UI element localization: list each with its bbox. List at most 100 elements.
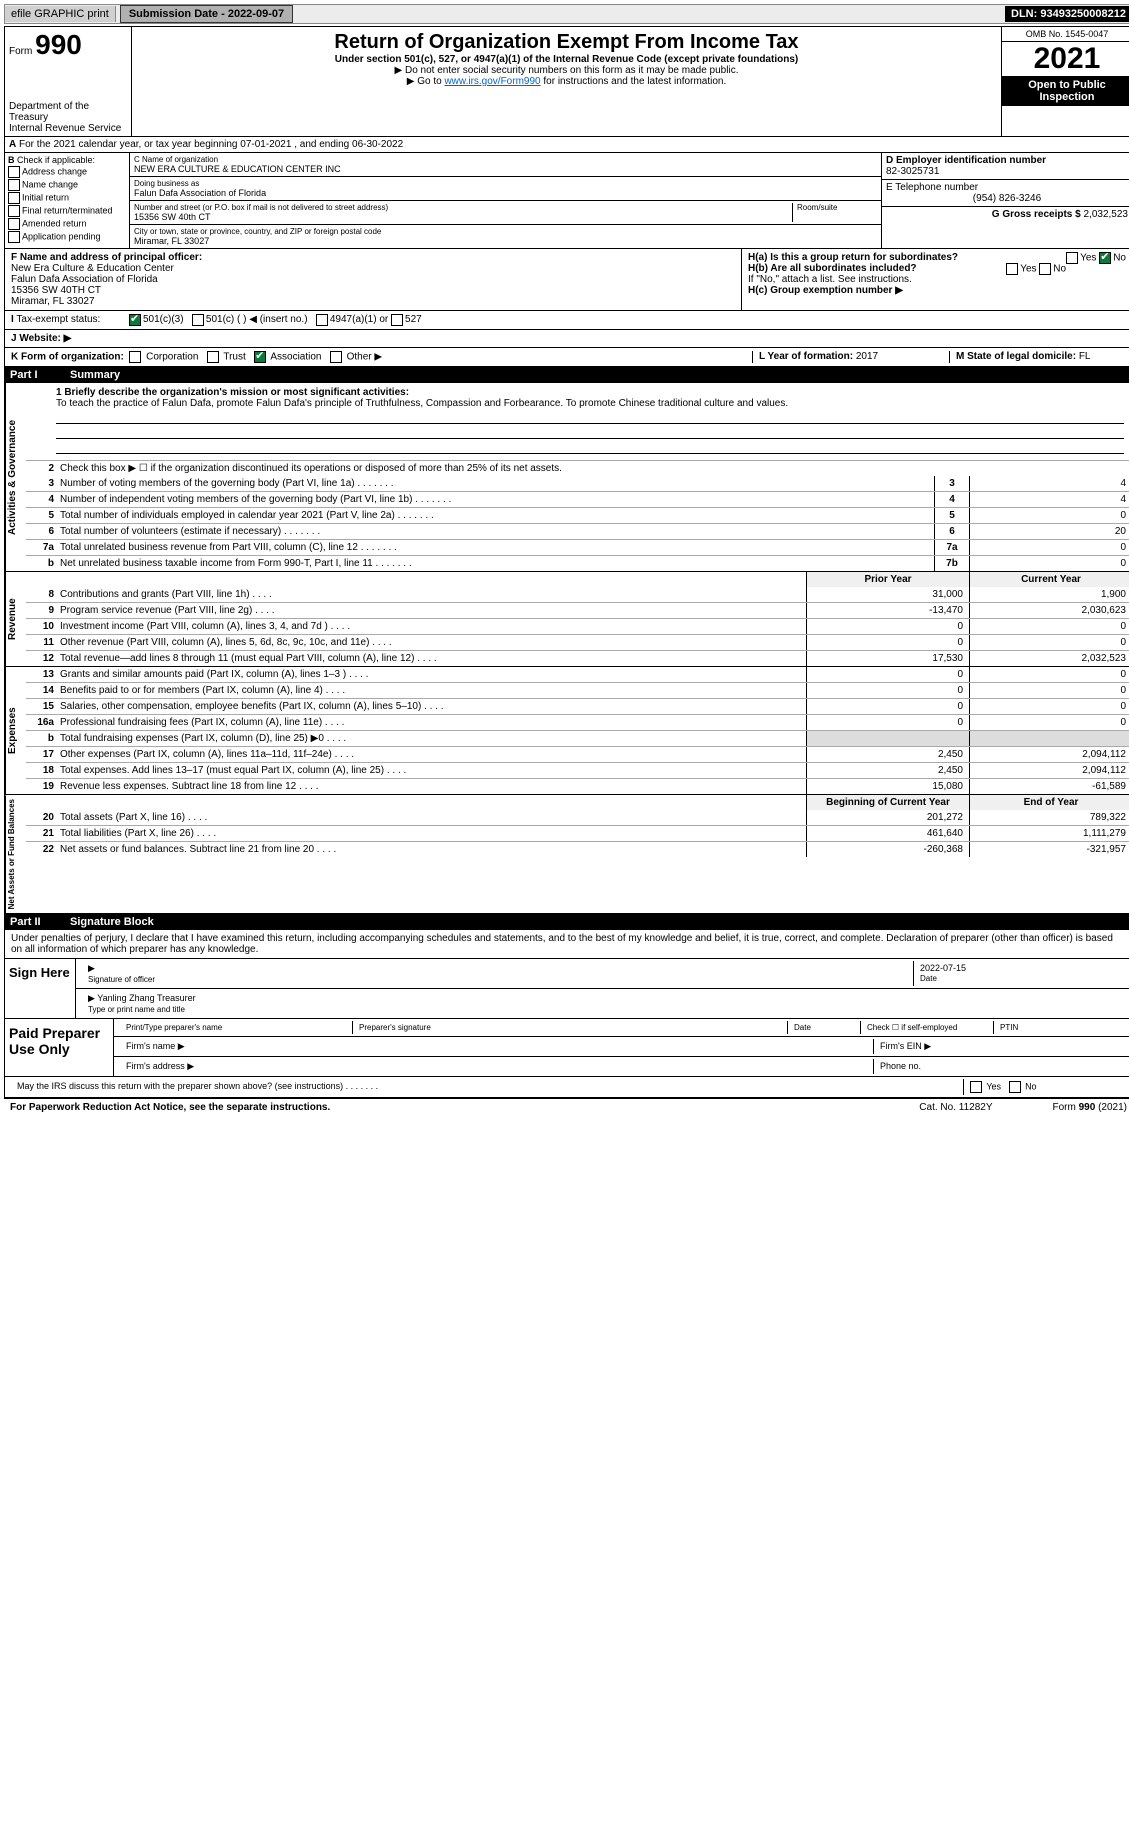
- j-row: J Website: ▶: [4, 330, 1129, 348]
- city-label: City or town, state or province, country…: [134, 227, 877, 236]
- b-check-column: B Check if applicable: Address change Na…: [5, 153, 130, 248]
- b-item-2: Initial return: [22, 192, 69, 202]
- ha-no-checkbox[interactable]: [1099, 252, 1111, 264]
- gross-receipts: 2,032,523: [1084, 209, 1129, 220]
- net-vlabel: Net Assets or Fund Balances: [5, 795, 26, 913]
- part2-title: Signature Block: [70, 916, 154, 928]
- f-line3: 15356 SW 40TH CT: [11, 285, 101, 296]
- k-o1: Corporation: [146, 352, 198, 363]
- form-header: Form 990 Department of the Treasury Inte…: [4, 26, 1129, 137]
- sig-date: 2022-07-15: [920, 963, 966, 973]
- table-row: bTotal fundraising expenses (Part IX, co…: [26, 730, 1129, 746]
- l-val: 2017: [856, 351, 878, 362]
- checkbox-initial-return[interactable]: [8, 192, 20, 204]
- current-year-header: Current Year: [969, 572, 1129, 587]
- irs-link[interactable]: www.irs.gov/Form990: [444, 76, 540, 87]
- part1-label: Part I: [10, 369, 70, 381]
- table-row: 7aTotal unrelated business revenue from …: [26, 539, 1129, 555]
- f-line2: Falun Dafa Association of Florida: [11, 274, 158, 285]
- table-row: 14Benefits paid to or for members (Part …: [26, 682, 1129, 698]
- hb-yes-checkbox[interactable]: [1006, 263, 1018, 275]
- officer-label: Type or print name and title: [88, 1005, 185, 1014]
- table-row: 19Revenue less expenses. Subtract line 1…: [26, 778, 1129, 794]
- revenue-section: Revenue Prior Year Current Year 8Contrib…: [4, 572, 1129, 667]
- checkbox-name-change[interactable]: [8, 179, 20, 191]
- i-o3: 4947(a)(1) or: [330, 314, 388, 326]
- note2-post: for instructions and the latest informat…: [543, 76, 726, 87]
- trust-checkbox[interactable]: [207, 351, 219, 363]
- 501c3-checkbox[interactable]: [129, 314, 141, 326]
- prep-date-label: Date: [787, 1021, 860, 1034]
- form-number-block: Form 990 Department of the Treasury Inte…: [5, 27, 132, 136]
- omb-year-block: OMB No. 1545-0047 2021 Open to Public In…: [1001, 27, 1129, 136]
- mission-uline1: [56, 411, 1124, 424]
- k-row: K Form of organization: Corporation Trus…: [4, 348, 1129, 367]
- form-subtitle: Under section 501(c), 527, or 4947(a)(1)…: [136, 54, 997, 65]
- i-o1: 501(c)(3): [143, 314, 184, 326]
- f-line1: New Era Culture & Education Center: [11, 263, 174, 274]
- governance-vlabel: Activities & Governance: [5, 383, 26, 571]
- part1-title: Summary: [70, 369, 120, 381]
- note2-pre: ▶ Go to: [407, 76, 445, 87]
- other-checkbox[interactable]: [330, 351, 342, 363]
- i-o2: 501(c) ( ) ◀ (insert no.): [206, 314, 308, 326]
- table-row: 3Number of voting members of the governi…: [26, 476, 1129, 491]
- discuss-yes-checkbox[interactable]: [970, 1081, 982, 1093]
- expenses-vlabel: Expenses: [5, 667, 26, 794]
- 4947-checkbox[interactable]: [316, 314, 328, 326]
- open-inspection: Open to Public Inspection: [1002, 76, 1129, 106]
- ha-yes-checkbox[interactable]: [1066, 252, 1078, 264]
- d-label: D Employer identification number: [886, 155, 1128, 166]
- g-label: G Gross receipts $: [992, 209, 1081, 220]
- checkbox-final-return[interactable]: [8, 205, 20, 217]
- expenses-section: Expenses 13Grants and similar amounts pa…: [4, 667, 1129, 795]
- m-val: FL: [1079, 351, 1091, 362]
- begin-year-header: Beginning of Current Year: [806, 795, 969, 810]
- date-label: Date: [920, 974, 937, 983]
- 527-checkbox[interactable]: [391, 314, 403, 326]
- table-row: 4Number of independent voting members of…: [26, 491, 1129, 507]
- l-label: L Year of formation:: [759, 351, 853, 362]
- assoc-checkbox[interactable]: [254, 351, 266, 363]
- page-footer: For Paperwork Reduction Act Notice, see …: [4, 1098, 1129, 1116]
- submission-date-button[interactable]: Submission Date - 2022-09-07: [120, 5, 293, 23]
- ein-value: 82-3025731: [886, 166, 1128, 177]
- form-number: 990: [35, 29, 82, 60]
- irs-label: Internal Revenue Service: [9, 123, 127, 134]
- table-row: 9Program service revenue (Part VIII, lin…: [26, 602, 1129, 618]
- checkbox-amended[interactable]: [8, 218, 20, 230]
- 501c-checkbox[interactable]: [192, 314, 204, 326]
- prior-year-header: Prior Year: [806, 572, 969, 587]
- mission-uline3: [56, 441, 1124, 454]
- e-label: E Telephone number: [886, 182, 1128, 193]
- dept-label: Department of the Treasury: [9, 101, 127, 123]
- paid-preparer-label: Paid Preparer Use Only: [5, 1019, 114, 1076]
- f-line4: Miramar, FL 33027: [11, 296, 95, 307]
- officer-name: Yanling Zhang Treasurer: [97, 993, 195, 1003]
- prep-name-label: Print/Type preparer's name: [120, 1021, 352, 1034]
- firm-name-label: Firm's name ▶: [120, 1039, 873, 1054]
- may-discuss-text: May the IRS discuss this return with the…: [17, 1081, 343, 1091]
- checkbox-address-change[interactable]: [8, 166, 20, 178]
- i-row: I Tax-exempt status: 501(c)(3) 501(c) ( …: [4, 311, 1129, 330]
- hb-no-checkbox[interactable]: [1039, 263, 1051, 275]
- part1-header: Part I Summary: [4, 367, 1129, 383]
- b-item-0: Address change: [22, 166, 87, 176]
- preparer-row: Paid Preparer Use Only Print/Type prepar…: [5, 1018, 1129, 1076]
- discuss-no: No: [1025, 1082, 1037, 1092]
- corp-checkbox[interactable]: [129, 351, 141, 363]
- b-item-3: Final return/terminated: [22, 205, 113, 215]
- period-text: For the 2021 calendar year, or tax year …: [19, 139, 403, 150]
- tax-year: 2021: [1002, 41, 1129, 76]
- table-row: 10Investment income (Part VIII, column (…: [26, 618, 1129, 634]
- checkbox-pending[interactable]: [8, 231, 20, 243]
- omb-number: OMB No. 1545-0047: [1002, 27, 1129, 41]
- m-label: M State of legal domicile:: [956, 351, 1076, 362]
- sig-officer-label: Signature of officer: [88, 975, 155, 984]
- table-row: 8Contributions and grants (Part VIII, li…: [26, 587, 1129, 602]
- row-a-period: A For the 2021 calendar year, or tax yea…: [4, 137, 1129, 153]
- website-note: ▶ Go to www.irs.gov/Form990 for instruct…: [136, 76, 997, 87]
- discuss-no-checkbox[interactable]: [1009, 1081, 1021, 1093]
- c-label: C Name of organization: [134, 155, 877, 164]
- table-row: 20Total assets (Part X, line 16) . . . .…: [26, 810, 1129, 825]
